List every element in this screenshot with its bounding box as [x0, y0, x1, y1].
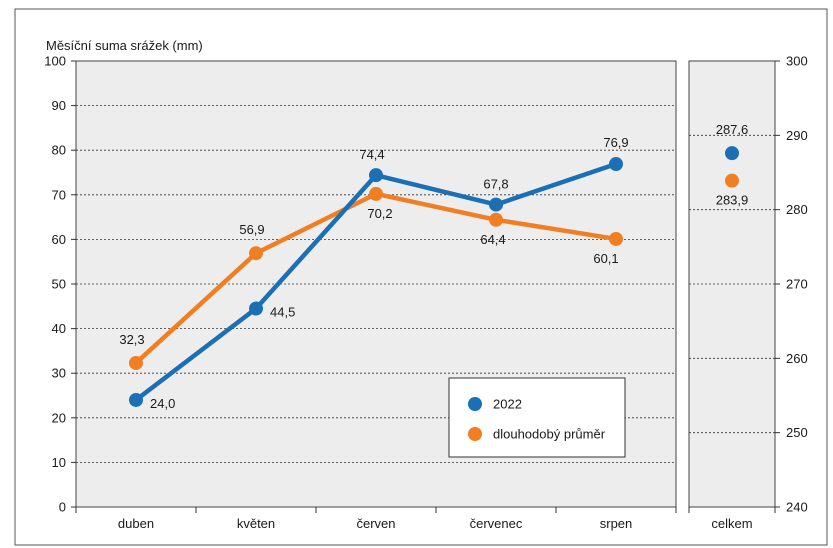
x-tick-label: duben: [118, 516, 154, 531]
y-tick-label: 100: [44, 54, 66, 69]
y2-tick-label: 290: [786, 128, 808, 143]
legend-label: 2022: [493, 397, 522, 412]
total-point: [725, 146, 739, 161]
data-label: 67,8: [483, 177, 508, 192]
data-point: [369, 186, 383, 201]
data-label: 24,0: [150, 396, 175, 411]
legend-marker: [468, 427, 482, 441]
data-label: 74,4: [359, 147, 384, 162]
legend-marker: [468, 397, 482, 411]
data-point: [129, 392, 143, 407]
total-point: [725, 173, 739, 188]
y2-tick-label: 270: [786, 277, 808, 292]
total-plot: 240 250 260 270 280 290 300 celkem 287,6 283,9: [688, 54, 808, 531]
data-point: [369, 168, 383, 183]
y-axis-label: Měsíční suma srážek (mm): [46, 38, 203, 53]
total-label: 283,9: [716, 193, 749, 208]
total-plot-area: [688, 60, 776, 508]
y-tick-label: 30: [52, 366, 66, 381]
y-tick-label: 0: [59, 500, 66, 515]
y-tick-label: 20: [52, 410, 66, 425]
data-point: [489, 212, 503, 227]
data-point: [249, 301, 263, 316]
x-tick-label: srpen: [600, 516, 633, 531]
y2-tick-label: 300: [786, 54, 808, 69]
y-tick-label: 80: [52, 143, 66, 158]
total-label: 287,6: [716, 122, 749, 137]
data-label: 44,5: [270, 305, 295, 320]
data-point: [129, 355, 143, 370]
data-point: [249, 246, 263, 261]
main-plot: 0 10 20 30 40 50 60 70 80 90 100 duben květen červen č…: [44, 54, 677, 531]
data-label: 56,9: [239, 222, 264, 237]
x-tick-label: červen: [356, 516, 395, 531]
y2-tick-label: 240: [786, 500, 808, 515]
data-label: 70,2: [367, 206, 392, 221]
y-tick-label: 60: [52, 232, 66, 247]
y-tick-label: 50: [52, 277, 66, 292]
data-label: 76,9: [603, 135, 628, 150]
data-label: 64,4: [480, 232, 505, 247]
x-tick-label: květen: [237, 516, 275, 531]
y-tick-label: 40: [52, 321, 66, 336]
x-tick-label-total: celkem: [711, 516, 752, 531]
y2-tick-label: 260: [786, 351, 808, 366]
data-point: [609, 157, 623, 172]
y2-tick-label: 250: [786, 425, 808, 440]
data-point: [489, 197, 503, 212]
y-tick-label: 10: [52, 455, 66, 470]
y2-tick-label: 280: [786, 202, 808, 217]
data-label: 32,3: [119, 332, 144, 347]
legend-box: [448, 377, 626, 458]
legend: 2022 dlouhodobý průměr: [448, 377, 626, 458]
data-label: 60,1: [593, 251, 618, 266]
x-tick-label: červenec: [470, 516, 523, 531]
legend-label: dlouhodobý průměr: [493, 427, 606, 442]
y-tick-label: 90: [52, 98, 66, 113]
y-tick-label: 70: [52, 187, 66, 202]
data-point: [609, 231, 623, 246]
